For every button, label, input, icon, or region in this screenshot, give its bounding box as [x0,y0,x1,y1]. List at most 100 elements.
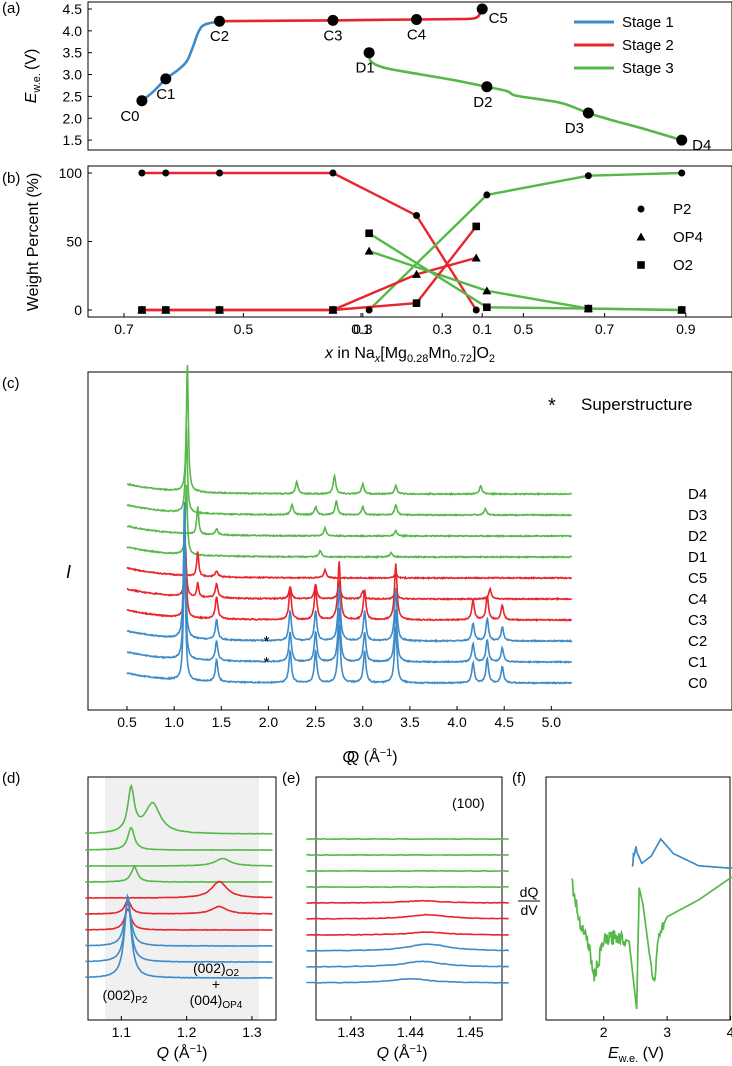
point-d2 [481,81,493,93]
series-stage-3 [367,52,683,142]
panel-f-ylabel-den: dV [520,902,538,918]
trace-d2 [85,857,273,868]
panel-f-series [571,837,732,1010]
point-c4 [411,13,423,25]
line-p2-discharge [368,171,682,311]
trace-d3 [306,853,509,857]
point-c0 [136,95,148,107]
panel-b-markers [137,169,687,314]
trace-c2 [306,943,509,952]
marker-o2 [161,306,170,314]
trace-d4 [306,837,509,841]
panel-a: (a) Ew.e.(V) 1.52.02.53.03.54.04.5 C0C1C… [2,0,732,154]
panel-e-tag: (e) [282,770,300,787]
xtick-label: 1.43 [337,1024,364,1040]
trace-c5 [306,899,509,904]
trace-c5 [85,880,273,899]
point-label-c4: C4 [407,26,426,43]
trace-c4 [306,913,509,920]
trace-label-c2: C2 [688,633,707,650]
trace-c3 [85,908,273,932]
xtick-label: 0.1 [351,321,371,337]
panel-c-xlabel: QQ (Å−1) [342,747,397,766]
marker-o2 [138,306,146,314]
trace-d3 [85,826,273,852]
point-label-c3: C3 [323,27,342,44]
xtick-label: 4 [727,1024,732,1040]
trace-label-c5: C5 [688,570,707,587]
xtick-label: 2.0 [259,714,279,730]
panel-a-ylabel: Ew.e.(V) [23,49,43,104]
legend-label-p2: P2 [673,201,691,218]
peak-label-004-op4: (004)OP4 [190,992,243,1011]
panel-a-yticks: 1.5 2.0 2.5 3.0 3.5 4.0 4.5 [63,1,92,148]
dqdv-stage-3 [571,876,732,1010]
xtick-label: 0.7 [595,321,615,337]
marker-p2 [162,169,170,177]
trace-label-c3: C3 [688,612,707,629]
marker-op4 [412,269,422,278]
point-d3 [582,107,594,119]
ytick-label: 2.0 [63,110,83,126]
marker-o2 [329,306,337,314]
panel-b-ylabel: Weight Percent (%) [25,173,42,311]
point-label-d4: D4 [692,137,711,154]
trace-c3 [126,544,572,622]
point-label-c1: C1 [156,86,175,103]
panel-b-series [141,171,682,312]
superstructure-label: Superstructure [581,395,693,414]
xtick-label: 4.0 [447,714,467,730]
ytick-label: 0 [74,302,82,318]
trace-label-d3: D3 [688,507,707,524]
marker-o2 [584,304,593,313]
panel-c-xticks: 0.5 1.0 1.5 2.0 2.5 3.0 3.5 4.0 4.5 5.0 [117,706,561,730]
legend-label-stage-1: Stage 1 [622,14,674,31]
trace-c2 [126,501,573,644]
ytick-label: 1.5 [63,132,83,148]
xtick-label: 3.5 [400,714,420,730]
panel-b-axes [87,165,732,318]
point-c3 [327,14,339,26]
xtick-label: 1.44 [397,1024,424,1040]
point-c2 [214,15,226,27]
trace-d1 [126,484,573,559]
xtick-label: 3 [663,1024,671,1040]
panel-e: (e) 1.43 1.44 1.45 (100) Q (Å−1) [282,770,509,1062]
peak-label-002-o2: (002)O2 [193,960,239,979]
xtick-label: 0.3 [432,321,452,337]
panel-f-tag: (f) [512,770,526,787]
dqdv-stage-1 [631,837,732,870]
trace-d4 [85,783,273,835]
panel-e-xticks: 1.43 1.44 1.45 [337,1016,484,1040]
series-stage-1 [141,19,220,102]
xtick-label: 3.0 [353,714,373,730]
point-label-c0: C0 [120,108,139,125]
ytick-label: 3.0 [63,67,83,83]
point-label-d1: D1 [356,60,375,77]
trace-label-c1: C1 [688,654,707,671]
marker-op4 [364,246,374,255]
xtick-label: 1.3 [242,1024,262,1040]
marker-p2 [216,169,224,177]
ytick-label: 4.5 [63,1,83,17]
line-p2-charge [141,171,478,311]
trace-c4 [85,899,273,915]
line-op4-charge [141,256,477,312]
ytick-label: 2.5 [63,88,83,104]
panel-a-axes [87,1,732,151]
panel-f-axes [545,776,731,1021]
trace-label-c0: C0 [688,675,707,692]
trace-d1 [85,865,273,884]
marker-p2 [584,172,592,180]
panel-d-xticks: 1.1 1.2 1.3 [112,1016,262,1040]
trace-label-d1: D1 [688,549,707,566]
xtick-label: 2 [600,1024,608,1040]
panel-f-xlabel: Ew.e. (V) [608,1045,664,1065]
trace-c1 [306,960,509,968]
trace-c0 [126,534,572,685]
panel-d-xlabel: Q (Å−1) [157,1043,208,1062]
legend-marker-p2 [637,205,645,213]
xtick-label: 1.1 [112,1024,132,1040]
panel-b-yticks: 0 50 100 [59,165,92,318]
